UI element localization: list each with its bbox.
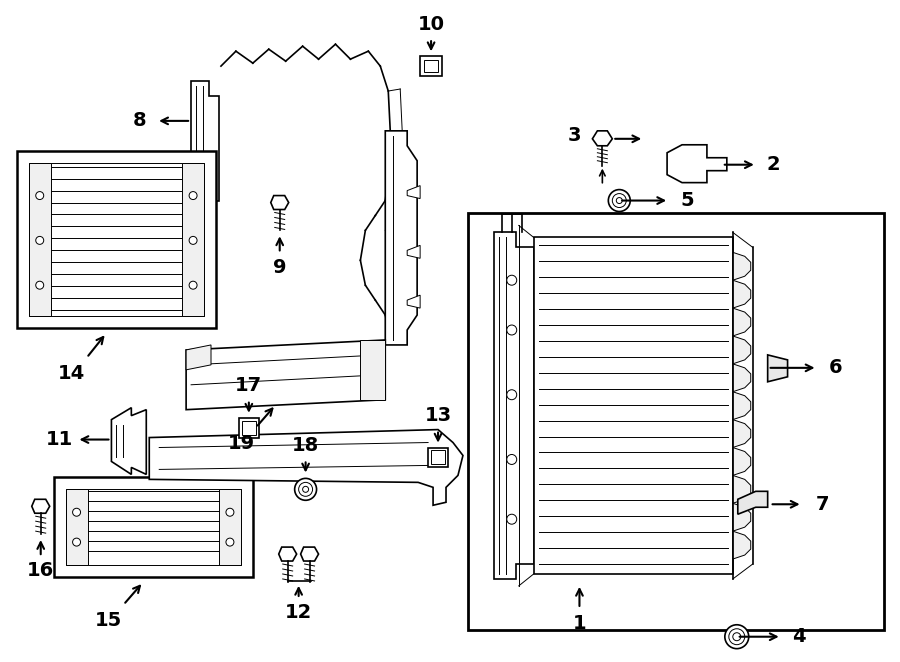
Polygon shape	[32, 499, 50, 513]
Circle shape	[226, 538, 234, 546]
Bar	[420, 56, 442, 76]
Text: 14: 14	[58, 364, 86, 383]
Text: 13: 13	[425, 406, 452, 425]
Polygon shape	[271, 195, 289, 209]
Polygon shape	[494, 232, 534, 579]
Circle shape	[36, 191, 44, 199]
Text: 3: 3	[568, 126, 581, 146]
Text: 7: 7	[815, 495, 829, 514]
Circle shape	[724, 625, 749, 649]
Polygon shape	[667, 145, 727, 183]
Text: 4: 4	[792, 627, 806, 646]
Polygon shape	[186, 345, 211, 370]
Polygon shape	[733, 392, 751, 420]
Bar	[534, 238, 733, 574]
Circle shape	[73, 508, 81, 516]
Polygon shape	[219, 489, 241, 565]
Bar	[66, 489, 241, 565]
Circle shape	[616, 197, 622, 203]
Polygon shape	[733, 420, 751, 448]
Polygon shape	[733, 336, 751, 364]
Polygon shape	[182, 163, 204, 316]
Polygon shape	[54, 477, 253, 577]
Circle shape	[507, 455, 517, 465]
Bar	[238, 418, 259, 438]
Polygon shape	[301, 547, 319, 561]
Text: 17: 17	[235, 376, 263, 395]
Bar	[242, 420, 256, 434]
Circle shape	[294, 479, 317, 500]
Text: 2: 2	[767, 155, 780, 174]
Polygon shape	[191, 81, 219, 216]
Circle shape	[299, 483, 312, 496]
Circle shape	[36, 236, 44, 244]
Text: 19: 19	[228, 434, 255, 453]
Circle shape	[733, 633, 741, 641]
Text: 18: 18	[292, 436, 320, 455]
Polygon shape	[407, 246, 420, 258]
Polygon shape	[768, 355, 788, 382]
Circle shape	[612, 193, 626, 207]
Polygon shape	[385, 131, 417, 345]
Text: 11: 11	[46, 430, 73, 449]
Circle shape	[189, 236, 197, 244]
Polygon shape	[29, 163, 50, 316]
Polygon shape	[733, 308, 751, 336]
Circle shape	[302, 487, 309, 493]
Circle shape	[729, 629, 745, 645]
Polygon shape	[733, 531, 751, 559]
Circle shape	[507, 325, 517, 335]
Circle shape	[507, 275, 517, 285]
Bar	[428, 448, 448, 467]
Polygon shape	[733, 448, 751, 475]
Circle shape	[507, 514, 517, 524]
Polygon shape	[186, 340, 385, 410]
Polygon shape	[733, 475, 751, 503]
Text: 8: 8	[132, 111, 146, 130]
Text: 15: 15	[94, 611, 122, 630]
Polygon shape	[733, 364, 751, 392]
Bar	[468, 214, 884, 630]
Text: 9: 9	[273, 258, 286, 277]
Text: 6: 6	[829, 358, 842, 377]
Circle shape	[189, 191, 197, 199]
Polygon shape	[738, 491, 768, 514]
Polygon shape	[592, 131, 612, 146]
Polygon shape	[733, 280, 751, 308]
Text: 16: 16	[27, 561, 54, 581]
Polygon shape	[407, 295, 420, 308]
Text: 5: 5	[680, 191, 694, 210]
Polygon shape	[733, 252, 751, 280]
Circle shape	[189, 281, 197, 289]
Circle shape	[507, 390, 517, 400]
Text: 1: 1	[572, 614, 586, 634]
Polygon shape	[66, 489, 87, 565]
Polygon shape	[17, 151, 216, 328]
Bar	[29, 163, 204, 316]
Polygon shape	[191, 216, 209, 250]
Circle shape	[36, 281, 44, 289]
Polygon shape	[149, 430, 463, 505]
Circle shape	[608, 189, 630, 211]
Bar	[424, 60, 438, 72]
Polygon shape	[733, 503, 751, 531]
Polygon shape	[360, 340, 385, 400]
Circle shape	[73, 538, 81, 546]
Text: 10: 10	[418, 15, 445, 34]
Polygon shape	[279, 547, 297, 561]
Circle shape	[226, 508, 234, 516]
Bar	[431, 451, 445, 465]
Text: 12: 12	[285, 603, 312, 622]
Polygon shape	[407, 185, 420, 199]
Polygon shape	[112, 408, 147, 475]
